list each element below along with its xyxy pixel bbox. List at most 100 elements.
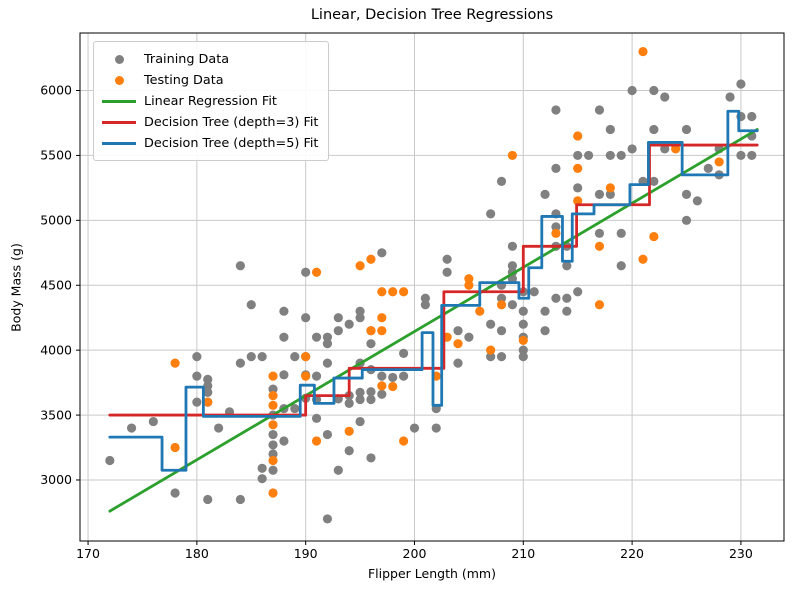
train-point bbox=[736, 79, 746, 89]
test-point bbox=[464, 280, 474, 290]
legend-line-icon bbox=[102, 100, 136, 103]
legend-item-1: Testing Data bbox=[94, 70, 328, 91]
train-point bbox=[594, 228, 605, 238]
train-point bbox=[420, 293, 430, 303]
train-point bbox=[562, 306, 572, 316]
train-point bbox=[420, 300, 430, 310]
train-point bbox=[518, 345, 528, 355]
train-point bbox=[736, 150, 746, 161]
train-point bbox=[214, 423, 224, 433]
train-point bbox=[518, 306, 528, 316]
legend-swatch-shape bbox=[102, 100, 136, 103]
test-point bbox=[388, 287, 398, 297]
test-point bbox=[594, 300, 605, 310]
train-point bbox=[355, 387, 365, 397]
train-point bbox=[170, 488, 180, 498]
x-tick-label: 230 bbox=[729, 546, 753, 561]
train-point bbox=[235, 358, 245, 368]
train-point bbox=[627, 85, 637, 96]
test-point bbox=[518, 335, 528, 346]
train-point bbox=[496, 352, 507, 362]
train-point bbox=[344, 398, 354, 408]
train-point bbox=[279, 370, 289, 380]
train-point bbox=[311, 413, 322, 423]
train-point bbox=[377, 371, 387, 381]
chart-title: Linear, Decision Tree Regressions bbox=[310, 7, 554, 23]
train-point bbox=[148, 416, 158, 427]
train-point bbox=[540, 306, 550, 316]
test-point bbox=[649, 231, 659, 242]
train-point bbox=[562, 261, 572, 271]
test-point bbox=[268, 371, 278, 381]
y-axis-label: Body Mass (g) bbox=[8, 243, 24, 332]
train-point bbox=[355, 313, 365, 323]
test-point bbox=[366, 254, 376, 264]
x-tick-label: 170 bbox=[76, 546, 100, 561]
x-tick-label: 190 bbox=[294, 546, 318, 561]
train-point bbox=[333, 326, 343, 336]
train-point bbox=[616, 150, 626, 161]
y-tick-label: 4500 bbox=[40, 277, 72, 292]
train-point bbox=[355, 306, 365, 316]
legend-item-3: Decision Tree (depth=3) Fit bbox=[94, 112, 328, 133]
test-point bbox=[203, 397, 213, 407]
test-point bbox=[507, 150, 518, 161]
train-point bbox=[464, 332, 474, 342]
train-point bbox=[366, 339, 376, 349]
train-point bbox=[627, 144, 637, 154]
train-point bbox=[573, 150, 583, 161]
train-point bbox=[366, 453, 376, 463]
train-point bbox=[594, 105, 605, 115]
train-point bbox=[616, 228, 626, 238]
train-point bbox=[311, 332, 322, 342]
y-tick-label: 4000 bbox=[40, 342, 72, 357]
train-point bbox=[388, 372, 398, 383]
train-point bbox=[279, 306, 289, 316]
train-point bbox=[551, 222, 561, 232]
test-point bbox=[170, 358, 180, 368]
train-point bbox=[725, 92, 735, 102]
train-point bbox=[453, 358, 463, 368]
train-point bbox=[192, 352, 202, 362]
legend-item-0: Training Data bbox=[94, 49, 328, 70]
legend: Training Data Testing Data Linear Regressi… bbox=[93, 41, 329, 161]
train-point bbox=[322, 332, 333, 342]
train-point bbox=[333, 465, 343, 475]
legend-marker-icon bbox=[102, 55, 136, 64]
legend-label: Decision Tree (depth=5) Fit bbox=[144, 136, 319, 151]
train-point bbox=[344, 319, 354, 329]
legend-swatch-shape bbox=[102, 121, 136, 124]
train-point bbox=[507, 300, 518, 310]
train-point bbox=[486, 319, 496, 329]
x-tick-label: 200 bbox=[403, 546, 427, 561]
train-point bbox=[322, 429, 333, 440]
test-point bbox=[399, 287, 409, 297]
train-point bbox=[660, 144, 670, 154]
y-tick-label: 3000 bbox=[40, 472, 72, 487]
train-point bbox=[203, 374, 213, 384]
train-point bbox=[442, 267, 452, 277]
test-point bbox=[377, 381, 387, 391]
test-point bbox=[366, 326, 376, 336]
test-point bbox=[671, 144, 681, 154]
test-point bbox=[301, 352, 311, 362]
test-point bbox=[573, 131, 583, 141]
x-axis-label: Flipper Length (mm) bbox=[367, 566, 496, 581]
test-point bbox=[377, 326, 387, 336]
train-point bbox=[279, 436, 289, 446]
train-point bbox=[540, 326, 550, 336]
test-point bbox=[268, 488, 278, 498]
linear-fit-line bbox=[108, 128, 759, 513]
train-point bbox=[681, 189, 692, 199]
train-point bbox=[268, 384, 278, 394]
train-point bbox=[203, 387, 213, 397]
train-point bbox=[203, 494, 213, 505]
test-point bbox=[475, 306, 485, 316]
tree-depth3-fit-line bbox=[108, 143, 759, 417]
train-point bbox=[605, 124, 615, 135]
legend-swatch-shape bbox=[114, 55, 124, 64]
train-point bbox=[268, 429, 278, 440]
test-point bbox=[714, 157, 724, 167]
train-point bbox=[562, 293, 572, 303]
